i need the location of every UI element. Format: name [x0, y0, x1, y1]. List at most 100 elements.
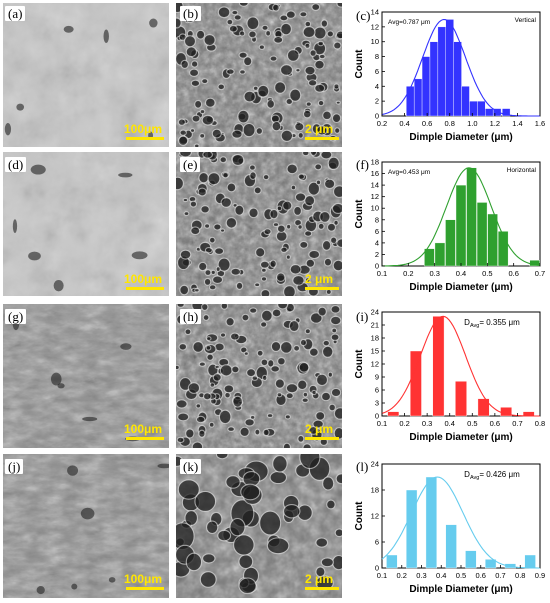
fracture-features [4, 18, 158, 140]
histogram-bar [461, 86, 470, 117]
histogram-bar [455, 184, 467, 267]
histogram-bar [485, 108, 494, 117]
sem-image [3, 304, 169, 448]
y-tick-label: 18 [371, 334, 379, 343]
x-tick-label: 0.8 [444, 119, 454, 128]
average-annotation: DAvg= 0.426 μm [464, 470, 520, 481]
x-tick-label: 0.6 [490, 419, 500, 428]
x-tick-label: 1.4 [512, 119, 522, 128]
histogram-chart-f: 0.1 0.2 0.3 0.4 0.5 0.6 0.7 0 2 4 6 8 10 12 14 16 18 Dimp… [348, 150, 548, 300]
panel-label-g: (g) [5, 309, 27, 324]
y-tick-label: 0 [375, 112, 379, 121]
y-tick-label: 14 [371, 181, 379, 190]
sem-image [3, 454, 169, 598]
x-tick-label: 0.7 [495, 571, 505, 580]
histogram-bar [484, 559, 497, 569]
x-tick-label: 0.7 [512, 419, 522, 428]
scale-bar-line [305, 287, 339, 290]
sem-image [3, 152, 169, 296]
histogram-bar [487, 213, 498, 267]
x-tick-label: 1.2 [490, 119, 500, 128]
y-tick-label: 0 [375, 262, 379, 271]
panel-label-b: (b) [180, 6, 202, 21]
y-tick-label: 2 [375, 97, 379, 106]
y-tick-label: 6 [375, 538, 379, 547]
y-tick-label: 4 [375, 238, 379, 247]
x-tick-label: 0.1 [377, 571, 387, 580]
sem-panel-b [176, 3, 342, 147]
sem-image [176, 152, 342, 296]
histogram-chart-c: 0.2 0.4 0.6 0.8 1.0 1.2 1.4 1.6 0 2 4 6 8 10 12 14 Dimpl… [348, 0, 548, 150]
sem-panel-d [3, 152, 169, 296]
x-axis-label: Dimple Diameter (μm) [409, 432, 512, 443]
x-tick-label: 0.2 [377, 119, 387, 128]
histogram-bar [501, 108, 511, 117]
y-tick-label: 14 [371, 8, 379, 17]
y-axis-label: Count [354, 349, 365, 379]
y-tick-label: 18 [371, 486, 379, 495]
y-axis-label: Count [354, 49, 365, 79]
y-tick-label: 12 [371, 22, 379, 31]
histogram-bar [455, 381, 467, 417]
avg-value: = 0.355 μm [479, 318, 520, 327]
y-tick-label: 12 [371, 512, 379, 521]
histogram-bar [466, 167, 477, 267]
histogram-svg: 0.1 0.2 0.3 0.4 0.5 0.6 0.7 0 2 4 6 8 10 12 14 16 18 Dimp… [354, 158, 545, 294]
histogram-bar [504, 563, 517, 569]
x-tick-label: 0.6 [476, 571, 486, 580]
panel-label-l: (l) [356, 459, 369, 474]
orientation-note: Horizontal [507, 167, 537, 174]
x-tick-label: 0.1 [377, 419, 387, 428]
histogram-bar [477, 398, 490, 417]
histogram-bar [445, 219, 456, 267]
x-tick-label: 0.6 [508, 269, 518, 278]
histogram-bar [469, 100, 478, 117]
x-tick-label: 0.3 [416, 571, 426, 580]
panel-label-f: (f) [356, 157, 369, 172]
histogram-chart-i: 0.1 0.2 0.3 0.4 0.5 0.6 0.7 0.8 0 3 6 9 12 15 18 21 24 Di… [348, 300, 548, 450]
sem-image [176, 3, 342, 147]
orientation-note: Vertical [515, 17, 537, 24]
histogram-bar [386, 554, 398, 569]
avg-symbol: D [464, 470, 470, 479]
histogram-bar [434, 242, 446, 267]
x-tick-label: 0.7 [535, 269, 545, 278]
histogram-bar [406, 86, 415, 117]
normal-fit-curve [381, 315, 540, 417]
dimple-pattern [176, 152, 342, 296]
y-tick-label: 12 [371, 192, 379, 201]
scale-bar-line [126, 437, 164, 440]
scale-bar-line [126, 287, 164, 290]
scale-bar-text: 2 μm [305, 122, 334, 136]
avg-subscript: Avg [470, 475, 479, 481]
histogram-bar [432, 316, 445, 417]
avg-symbol: D [464, 318, 470, 327]
sem-panel-k [176, 454, 342, 598]
x-tick-label: 0.4 [399, 119, 409, 128]
x-tick-label: 0.2 [399, 419, 409, 428]
average-annotation: Avg=0.453 μm [388, 169, 430, 176]
panel-label-a: (a) [5, 6, 26, 21]
x-tick-label: 0.4 [456, 269, 466, 278]
scale-bar-text: 2 μm [305, 422, 334, 436]
plot-frame [381, 463, 541, 569]
x-tick-label: 1.6 [535, 119, 545, 128]
y-tick-label: 6 [375, 386, 379, 395]
average-annotation: DAvg= 0.355 μm [464, 318, 520, 329]
normal-fit-curve [381, 476, 540, 569]
avg-subscript: Avg [470, 323, 479, 329]
x-tick-label: 0.3 [422, 419, 432, 428]
average-annotation: Avg=0.787 μm [388, 19, 430, 26]
scale-bar-line [305, 137, 339, 140]
y-tick-label: 24 [371, 308, 379, 317]
histogram-bar [387, 411, 400, 417]
histogram-bar [424, 248, 435, 267]
x-tick-label: 0.5 [456, 571, 466, 580]
fracture-features [12, 164, 148, 292]
histogram-svg: 0.1 0.2 0.3 0.4 0.5 0.6 0.7 0.8 0 3 6 9 12 15 18 21 24 Di… [354, 308, 545, 444]
x-tick-label: 0.6 [422, 119, 432, 128]
histogram-bar [477, 100, 486, 117]
scale-bar-line [305, 437, 339, 440]
y-axis-label: Count [354, 199, 365, 229]
panel-label-i: (i) [356, 309, 369, 324]
